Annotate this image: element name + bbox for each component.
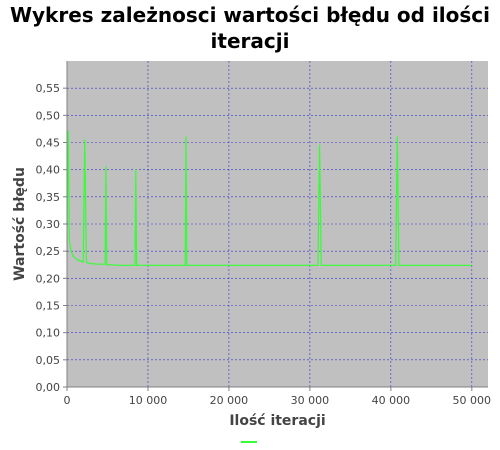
x-tick-label: 30 000 [291,394,330,407]
x-tick-label: 50 000 [453,394,492,407]
y-tick-label: 0,10 [36,327,61,340]
x-tick-label: 40 000 [372,394,411,407]
y-tick-label: 0,30 [36,218,61,231]
y-tick-label: 0,15 [36,300,61,313]
y-tick-label: 0,45 [36,137,61,150]
series-line [66,131,472,266]
y-tick-label: 0,05 [36,354,61,367]
x-tick-label: 10 000 [129,394,168,407]
y-tick-label: 0,55 [36,82,61,95]
axes: 0 10 000 20 000 30 000 40 000 50 000 0,00 0,05 0… [36,61,492,407]
y-axis-label: Wartość błędu [12,167,28,281]
y-tick-label: 0,50 [36,109,61,122]
x-axis-label: Ilość iteracji [229,413,325,429]
y-tick-label: 0,25 [36,245,61,258]
series-layer [66,131,472,266]
y-tick-label: 0,35 [36,191,61,204]
y-tick-label: 0,20 [36,272,61,285]
chart-title: Wykres zależnosci wartości błędu od iloś… [9,3,491,53]
plot-area [67,61,488,387]
y-tick-label: 0,00 [36,381,61,394]
y-tick-label: 0,40 [36,164,61,177]
x-tick-label: 20 000 [210,394,249,407]
x-tick-label: 0 [64,394,71,407]
